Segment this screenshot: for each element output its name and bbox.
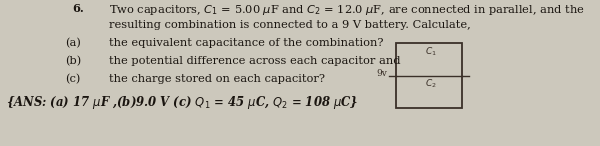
- Text: (b): (b): [65, 56, 81, 66]
- Text: 6.: 6.: [73, 3, 85, 14]
- Text: (c): (c): [65, 74, 80, 84]
- Text: the potential difference across each capacitor and: the potential difference across each cap…: [109, 56, 401, 66]
- Text: the equivalent capacitance of the combination?: the equivalent capacitance of the combin…: [109, 38, 383, 48]
- Text: resulting combination is connected to a 9 V battery. Calculate,: resulting combination is connected to a …: [109, 20, 471, 30]
- Text: {ANS: (a) 17 $\mu$F ,(b)9.0 V (c) $Q_1$ = 45 $\mu$C, $Q_2$ = 108 $\mu$C}: {ANS: (a) 17 $\mu$F ,(b)9.0 V (c) $Q_1$ …: [7, 94, 359, 111]
- Text: $C_2$: $C_2$: [425, 78, 436, 90]
- Text: the charge stored on each capacitor?: the charge stored on each capacitor?: [109, 74, 325, 84]
- Text: Two capacitors, $C_1$ = 5.00 $\mu$F and $C_2$ = 12.0 $\mu$F, are connected in pa: Two capacitors, $C_1$ = 5.00 $\mu$F and …: [109, 3, 585, 17]
- Text: 9v: 9v: [376, 69, 387, 78]
- Text: $C_1$: $C_1$: [425, 45, 436, 58]
- Bar: [396, 43, 462, 108]
- Text: (a): (a): [65, 38, 80, 48]
